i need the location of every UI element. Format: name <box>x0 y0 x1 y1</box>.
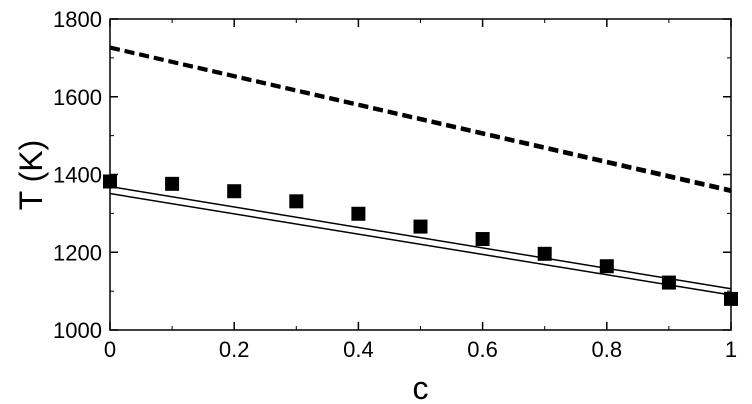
solid-series-line <box>109 192 732 296</box>
data-point-marker <box>661 275 676 290</box>
data-point-marker <box>227 184 242 199</box>
data-point-marker <box>165 176 180 191</box>
data-point-marker <box>599 259 614 274</box>
x-tick-label: 1 <box>725 337 737 362</box>
y-tick-label: 1400 <box>53 163 102 188</box>
y-tick-label: 1800 <box>53 7 102 32</box>
y-axis-title: T (K) <box>13 140 49 211</box>
dashed-series-line <box>109 46 732 194</box>
data-point-marker <box>475 232 490 247</box>
x-tick-label: 0.2 <box>219 337 250 362</box>
data-point-marker <box>289 194 304 209</box>
y-tick-label: 1200 <box>53 240 102 265</box>
y-tick-label: 1600 <box>53 85 102 110</box>
tick-layer: 0 0.2 0.4 0.6 0.8 1 1000 1200 1400 1600 1800 <box>53 7 737 362</box>
x-tick-label: 0 <box>104 337 116 362</box>
data-point-marker <box>537 246 552 261</box>
series-layer <box>103 45 738 306</box>
x-tick-label: 0.6 <box>467 337 498 362</box>
data-point-marker <box>413 219 428 234</box>
solid-series-line <box>109 185 732 290</box>
y-tick-label: 1000 <box>53 318 102 343</box>
x-tick-label: 0.4 <box>343 337 374 362</box>
x-axis-title: c <box>413 370 429 404</box>
data-point-marker <box>351 206 366 221</box>
x-tick-label: 0.8 <box>592 337 623 362</box>
